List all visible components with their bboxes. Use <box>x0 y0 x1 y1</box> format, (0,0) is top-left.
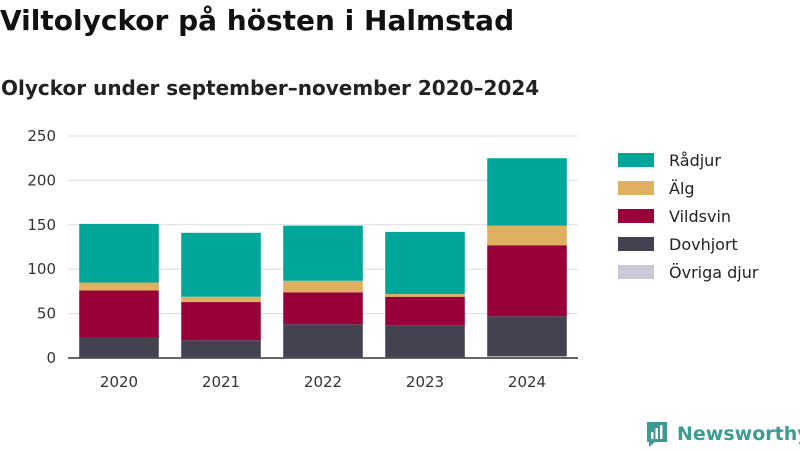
legend-item: Rådjur <box>618 146 758 174</box>
bar-segment <box>181 232 261 297</box>
legend-item: Dovhjort <box>618 230 758 258</box>
legend-label: Dovhjort <box>669 234 738 254</box>
bar-segment <box>487 245 567 317</box>
bar-segment <box>283 225 363 281</box>
bar-segment <box>181 296 261 303</box>
chart-subtitle: Olyckor under september–november 2020–20… <box>1 76 540 100</box>
brand-name: Newsworthy <box>677 423 800 445</box>
bar-segment <box>385 231 465 295</box>
bar-segment <box>283 324 363 358</box>
legend-label: Älg <box>669 178 695 198</box>
legend-item: Övriga djur <box>618 258 758 286</box>
legend-item: Älg <box>618 174 758 202</box>
x-tick-label: 2023 <box>406 373 444 391</box>
bar-segment <box>385 325 465 358</box>
bar-segment <box>181 340 261 358</box>
x-tick-label: 2020 <box>100 373 138 391</box>
bar-segment <box>283 292 363 325</box>
chart-legend: Rådjur Älg Vildsvin Dovhjort Övriga djur <box>618 146 758 286</box>
y-tick-label: 100 <box>27 260 56 278</box>
bar-segment <box>487 225 567 246</box>
newsworthy-logo-icon <box>647 422 667 447</box>
legend-swatch <box>618 181 654 195</box>
y-tick-label: 150 <box>27 216 56 234</box>
y-tick-label: 50 <box>37 305 56 323</box>
legend-swatch <box>618 153 654 167</box>
bar-segment <box>79 282 159 291</box>
legend-label: Vildsvin <box>669 206 732 226</box>
x-tick-label: 2021 <box>202 373 240 391</box>
bar-segment <box>79 223 159 283</box>
legend-label: Övriga djur <box>669 262 759 282</box>
y-tick-label: 200 <box>27 171 56 189</box>
bar-segment <box>385 294 465 297</box>
bar-segment <box>79 337 159 358</box>
bar-segment <box>181 302 261 341</box>
bar-segment <box>79 290 159 338</box>
bar-segment <box>487 158 567 226</box>
chart-title: Viltolyckor på hösten i Halmstad <box>0 4 515 37</box>
legend-label: Rådjur <box>669 150 721 170</box>
x-tick-label: 2024 <box>508 373 546 391</box>
bar-segment <box>487 356 567 358</box>
bar-segment <box>385 296 465 326</box>
y-tick-label: 0 <box>46 349 56 367</box>
legend-swatch <box>618 265 654 279</box>
brand-logo: Newsworthy <box>645 420 800 448</box>
bar-segment <box>283 280 363 293</box>
y-tick-label: 250 <box>27 127 56 145</box>
x-tick-label: 2022 <box>304 373 342 391</box>
legend-swatch <box>618 237 654 251</box>
bar-segment <box>487 316 567 357</box>
legend-item: Vildsvin <box>618 202 758 230</box>
legend-swatch <box>618 209 654 223</box>
